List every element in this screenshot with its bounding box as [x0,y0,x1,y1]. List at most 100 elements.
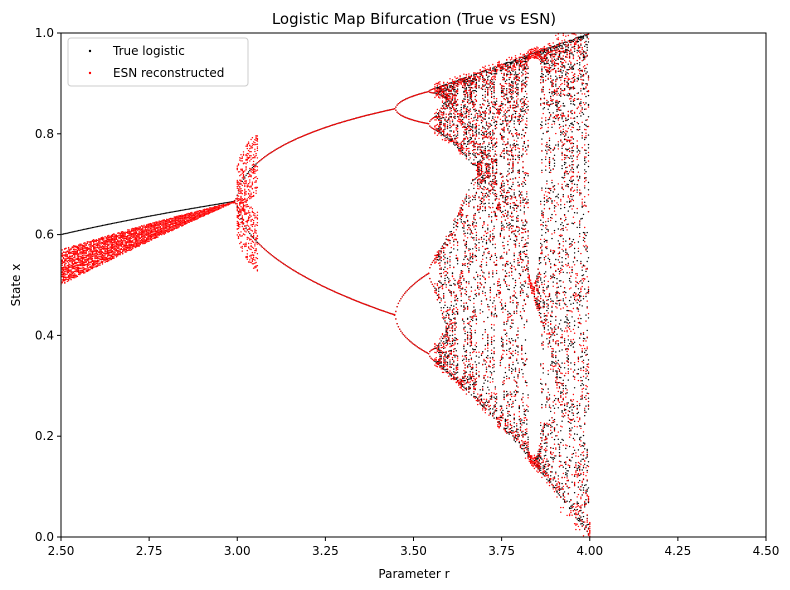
true-logistic-point [483,79,485,82]
true-logistic-point [567,148,569,150]
true-logistic-point [542,465,544,467]
true-logistic-point [566,94,568,96]
true-logistic-point [546,200,548,202]
true-logistic-point [509,223,512,225]
true-logistic-point [450,113,452,115]
true-logistic-point [517,170,519,172]
true-logistic-point [565,148,567,150]
true-logistic-point [573,80,576,82]
true-logistic-point [493,101,495,103]
true-logistic-point [502,103,504,105]
true-logistic-point [492,105,494,108]
true-logistic-point [157,213,159,216]
true-logistic-point [246,172,248,175]
true-logistic-point [454,116,456,118]
true-logistic-point [523,211,525,213]
true-logistic-point [552,281,554,283]
true-logistic-point [553,362,556,364]
esn-point [72,254,75,256]
true-logistic-point [584,502,586,504]
true-logistic-point [488,195,490,198]
true-logistic-point [206,205,208,207]
true-logistic-point [474,73,476,76]
true-logistic-point [456,146,459,149]
true-logistic-point [526,96,528,99]
true-logistic-point [463,152,465,155]
true-logistic-point [484,292,486,294]
true-logistic-point [571,68,573,70]
true-logistic-point [474,293,476,296]
esn-point [62,257,65,260]
true-logistic-point [495,402,498,404]
true-logistic-point [483,134,485,136]
esn-point [74,248,76,250]
true-logistic-point [494,312,496,315]
true-logistic-point [568,66,571,68]
true-logistic-point [169,211,172,213]
true-logistic-point [585,102,587,104]
true-logistic-point [555,117,557,120]
true-logistic-point [493,83,495,86]
true-logistic-point [485,356,488,359]
esn-point [61,281,63,283]
true-logistic-point [584,232,586,234]
true-logistic-point [584,484,586,487]
true-logistic-point [464,350,466,353]
true-logistic-point [463,373,465,375]
true-logistic-point [570,281,572,283]
true-logistic-point [534,299,537,302]
true-logistic-point [500,345,503,347]
true-logistic-point [568,299,571,302]
true-logistic-point [565,185,567,187]
esn-point [74,265,76,268]
true-logistic-point [142,216,144,219]
true-logistic-point [461,227,464,229]
true-logistic-point [456,283,459,285]
true-logistic-point [469,371,471,373]
true-logistic-point [573,292,576,294]
true-logistic-point [557,407,559,409]
true-logistic-point [545,123,547,125]
true-logistic-point [547,229,549,231]
true-logistic-point [477,161,479,164]
true-logistic-point [502,306,504,309]
true-logistic-point [469,84,471,86]
true-logistic-point [577,368,580,370]
true-logistic-point [587,408,590,410]
true-logistic-point [565,463,567,466]
true-logistic-point [577,288,580,290]
true-logistic-point [579,62,581,64]
true-logistic-point [469,129,471,132]
true-logistic-point [489,234,491,236]
true-logistic-point [518,406,520,408]
true-logistic-point [521,318,523,320]
true-logistic-point [81,229,84,231]
true-logistic-point [207,205,209,207]
true-logistic-point [449,291,451,294]
true-logistic-point [503,427,505,429]
true-logistic-point [463,305,465,307]
true-logistic-point [573,298,576,301]
true-logistic-point [540,200,542,203]
true-logistic-point [493,417,495,419]
true-logistic-point [586,125,588,128]
true-logistic-point [514,204,517,207]
true-logistic-point [581,137,583,139]
true-logistic-point [512,86,514,88]
true-logistic-point [443,307,445,309]
true-logistic-point [581,38,583,40]
true-logistic-point [443,133,445,135]
true-logistic-point [547,343,549,345]
esn-point [77,255,80,257]
true-logistic-point [463,202,465,204]
esn-point [67,271,70,274]
true-logistic-point [468,130,470,132]
true-logistic-point [514,117,517,119]
true-logistic-point [500,123,503,126]
true-logistic-point [513,209,515,211]
true-logistic-point [570,460,572,462]
true-logistic-point [526,222,528,224]
true-logistic-point [550,53,552,56]
true-logistic-point [517,205,519,208]
true-logistic-point [517,264,519,266]
